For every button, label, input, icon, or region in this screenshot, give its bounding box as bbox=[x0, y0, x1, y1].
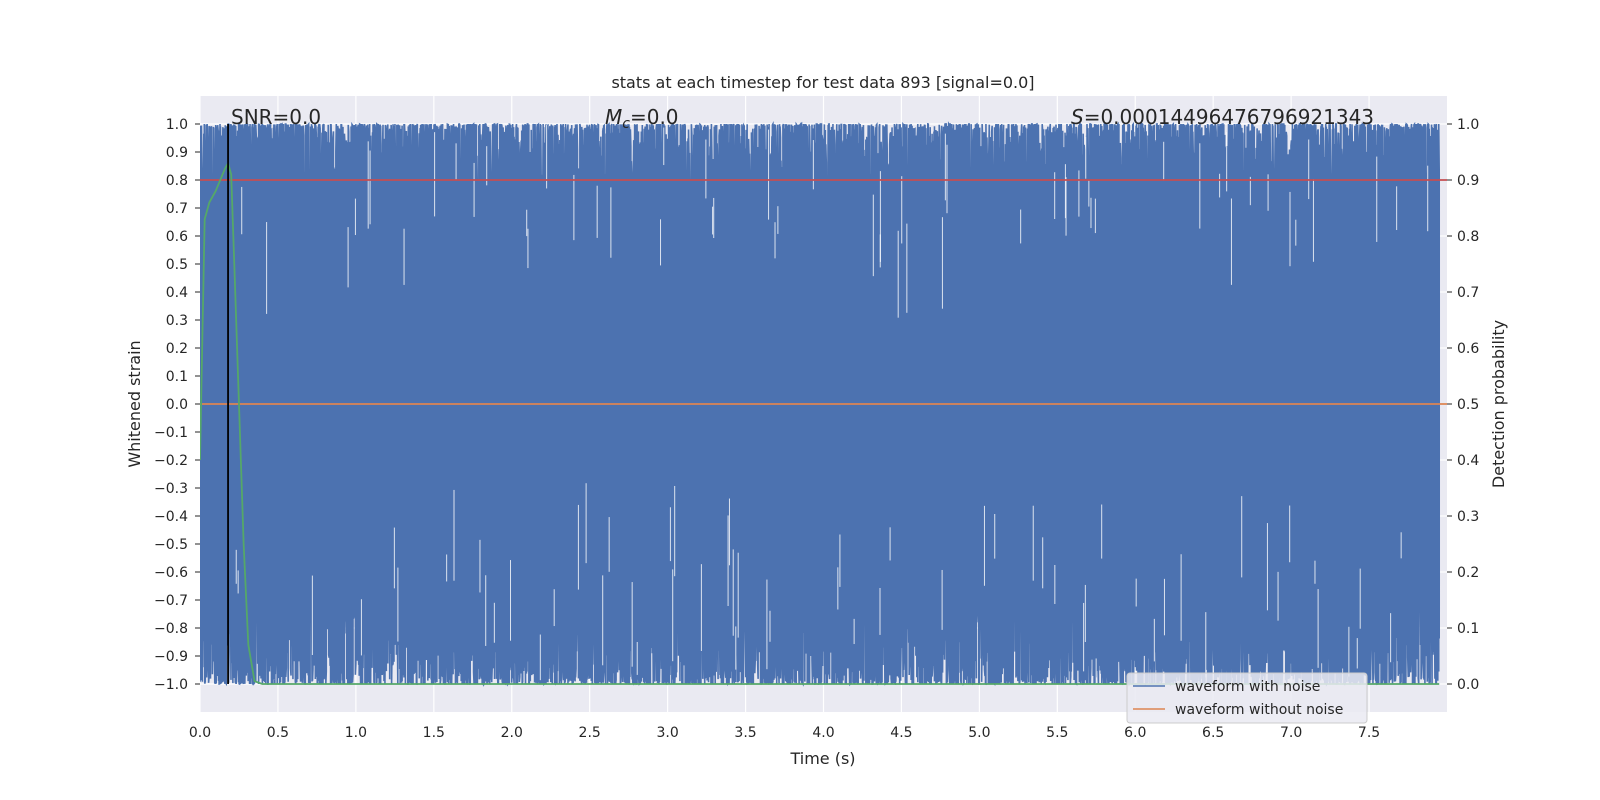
y-axis-ticks-right: 1.0 0.9 0.8 0.7 0.6 0.5 0.4 0.3 0.2 0.1 0.0 bbox=[1447, 117, 1479, 693]
y-tick-label-left: 0.4 bbox=[166, 285, 188, 301]
annotation-mc-sub: c bbox=[622, 116, 630, 132]
y-tick-label-left: 0.7 bbox=[166, 201, 188, 217]
x-tick-label: 2.0 bbox=[501, 725, 523, 741]
y-tick-label-left: 0.3 bbox=[166, 313, 188, 329]
legend-label-without-noise: waveform without noise bbox=[1175, 702, 1343, 718]
legend-box bbox=[1126, 672, 1368, 724]
series-waveform-with-noise bbox=[200, 120, 1441, 688]
y-tick-label-left: −0.7 bbox=[154, 593, 188, 609]
annotation-s: S=0.0001449647679692134​3 bbox=[1071, 105, 1374, 129]
annotation-mc-symbol: M bbox=[605, 105, 622, 129]
y-tick-label-right: 0.9 bbox=[1457, 173, 1479, 189]
annotation-snr: SNR=0.0 bbox=[231, 105, 321, 129]
y-axis-ticks-left: 1.0 0.9 0.8 0.7 0.6 0.5 0.4 0.3 0.2 0.1 0.0 −0.1 −0.… bbox=[154, 117, 200, 693]
x-tick-label: 0.5 bbox=[267, 725, 289, 741]
y-tick-label-right: 0.4 bbox=[1457, 453, 1479, 469]
x-tick-label: 7.0 bbox=[1280, 725, 1302, 741]
legend: waveform with noise waveform without noi… bbox=[1126, 672, 1368, 724]
x-tick-label: 7.5 bbox=[1358, 725, 1380, 741]
x-tick-label: 2.5 bbox=[579, 725, 601, 741]
y-tick-label-left: 0.8 bbox=[166, 173, 188, 189]
y-axis-label-left: Whitened strain bbox=[125, 340, 144, 467]
y-tick-label-left: −0.2 bbox=[154, 453, 188, 469]
series-detection-probability bbox=[200, 160, 1440, 685]
y-tick-label-right: 0.5 bbox=[1457, 397, 1479, 413]
y-tick-label-left: −0.3 bbox=[154, 481, 188, 497]
y-tick-label-right: 0.6 bbox=[1457, 341, 1479, 357]
y-tick-label-left: 0.6 bbox=[166, 229, 188, 245]
x-tick-label: 3.5 bbox=[734, 725, 756, 741]
x-tick-label: 1.5 bbox=[423, 725, 445, 741]
y-tick-label-left: 1.0 bbox=[166, 117, 188, 133]
x-tick-label: 4.5 bbox=[890, 725, 912, 741]
y-tick-label-right: 1.0 bbox=[1457, 117, 1479, 133]
annotation-mc: Mc=0.0 bbox=[605, 105, 679, 132]
x-axis-ticks: 0.0 0.5 1.0 1.5 2.0 2.5 3.0 3.5 4.0 4.5 5.0 5.5 6.0 6… bbox=[189, 725, 1380, 741]
y-tick-label-left: 0.0 bbox=[166, 397, 188, 413]
y-tick-label-right: 0.3 bbox=[1457, 509, 1479, 525]
annotation-mc-value: =0.0 bbox=[630, 105, 679, 129]
annotation-s-symbol: S bbox=[1071, 105, 1084, 129]
x-tick-label: 0.0 bbox=[189, 725, 211, 741]
x-tick-label: 6.0 bbox=[1124, 725, 1146, 741]
y-axis-label-right: Detection probability bbox=[1489, 320, 1508, 488]
y-tick-label-left: −0.6 bbox=[154, 565, 188, 581]
y-tick-label-right: 0.1 bbox=[1457, 621, 1479, 637]
chart-title: stats at each timestep for test data 893… bbox=[611, 73, 1034, 92]
y-tick-label-left: −0.5 bbox=[154, 537, 188, 553]
y-tick-label-left: −0.9 bbox=[154, 649, 188, 665]
y-tick-label-left: 0.1 bbox=[166, 369, 188, 385]
x-tick-label: 5.5 bbox=[1046, 725, 1068, 741]
x-tick-label: 6.5 bbox=[1202, 725, 1224, 741]
y-tick-label-right: 0.2 bbox=[1457, 565, 1479, 581]
x-tick-label: 4.0 bbox=[812, 725, 834, 741]
x-tick-label: 5.0 bbox=[968, 725, 990, 741]
x-axis-label: Time (s) bbox=[789, 749, 855, 768]
y-tick-label-right: 0.0 bbox=[1457, 677, 1479, 693]
legend-label-with-noise: waveform with noise bbox=[1175, 679, 1320, 695]
y-tick-label-right: 0.8 bbox=[1457, 229, 1479, 245]
y-tick-label-left: 0.9 bbox=[166, 145, 188, 161]
y-tick-label-left: −0.4 bbox=[154, 509, 188, 525]
y-tick-label-left: −0.1 bbox=[154, 425, 188, 441]
data-layer bbox=[200, 120, 1447, 688]
x-tick-label: 1.0 bbox=[345, 725, 367, 741]
annotation-s-value: =0.0001449647679692134​3 bbox=[1084, 105, 1374, 129]
y-tick-label-right: 0.7 bbox=[1457, 285, 1479, 301]
y-tick-label-left: 0.5 bbox=[166, 257, 188, 273]
y-tick-label-left: 0.2 bbox=[166, 341, 188, 357]
x-tick-label: 3.0 bbox=[656, 725, 678, 741]
y-tick-label-left: −1.0 bbox=[154, 677, 188, 693]
y-tick-label-left: −0.8 bbox=[154, 621, 188, 637]
